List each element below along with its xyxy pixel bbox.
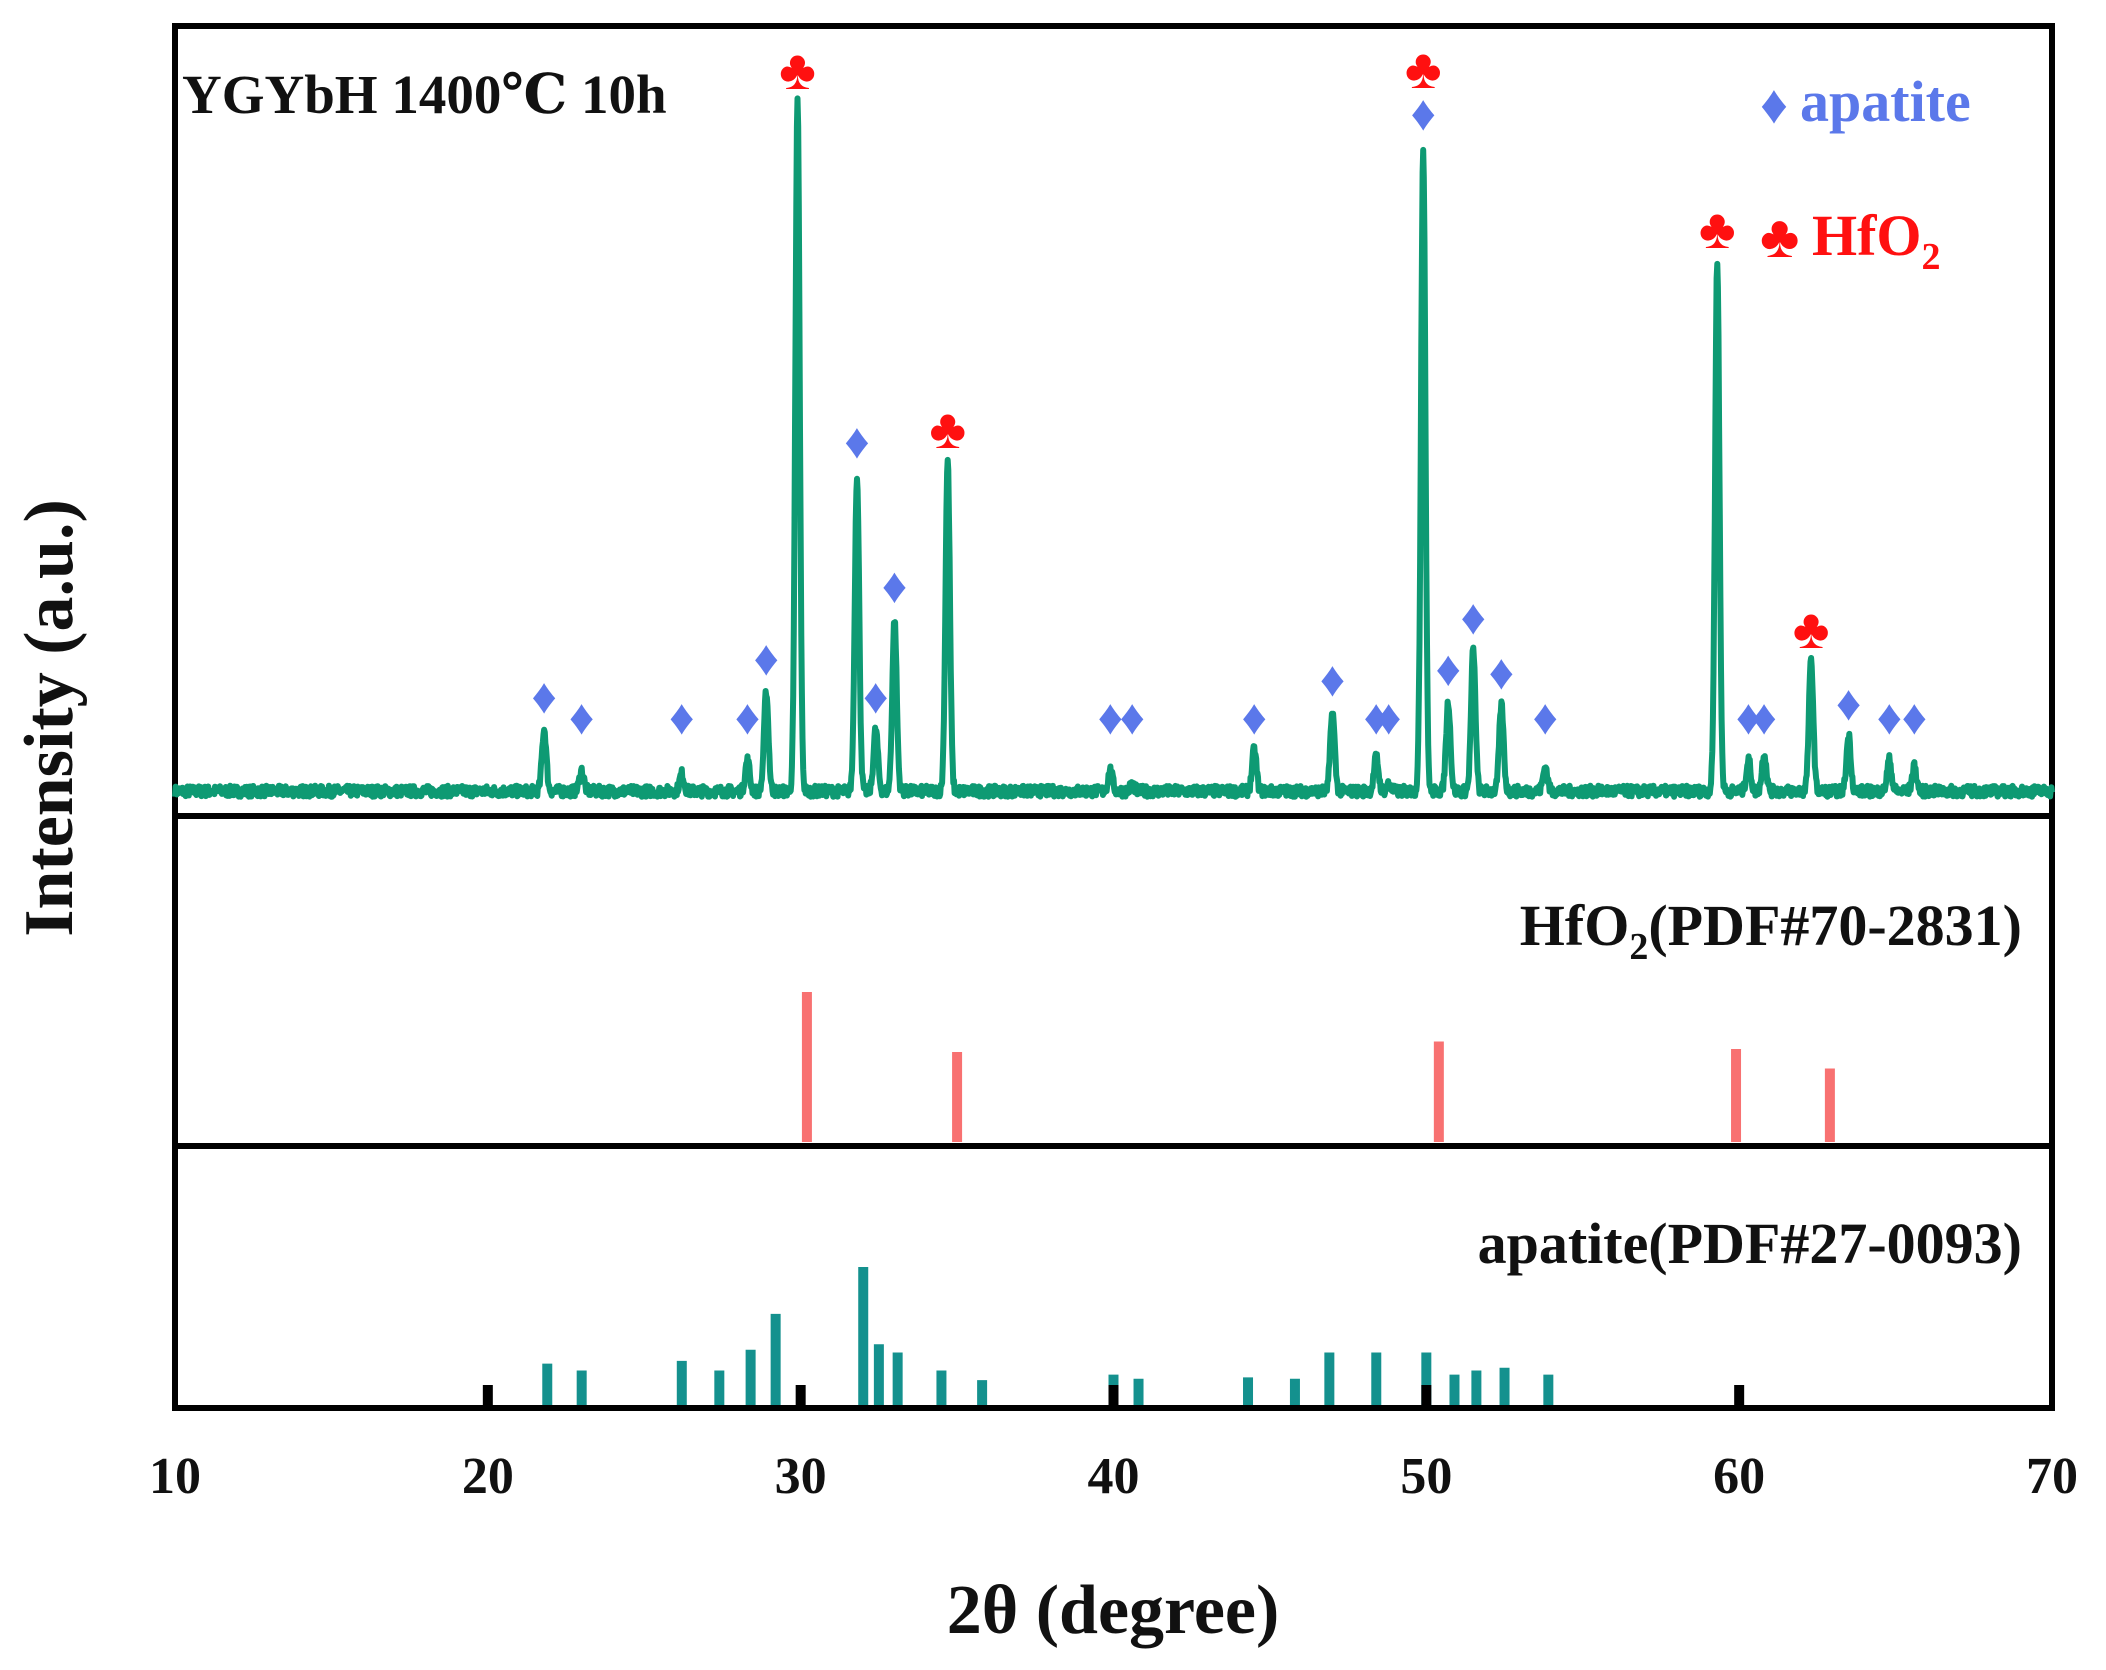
apatite-peak-marker: ♦	[1364, 689, 1390, 745]
x-tick-label: 30	[775, 1448, 827, 1505]
hfo2-ref-label: HfO2(PDF#70-2831)	[1520, 893, 2022, 968]
apatite-reference-lines	[542, 1267, 1554, 1405]
apatite-peak-marker: ♦	[1120, 689, 1146, 745]
apatite-ref-panel-frame	[172, 1143, 2055, 1411]
apatite-peak-marker: ♦	[1877, 689, 1903, 745]
legend-apatite-label: apatite	[1800, 69, 1971, 134]
apatite-peak-marker: ♦	[1836, 675, 1862, 731]
apatite-peak-marker: ♦	[1410, 85, 1436, 141]
x-tick-label: 70	[2026, 1448, 2078, 1505]
apatite-peak-marker: ♦	[863, 668, 889, 724]
apatite-peak-marker: ♦	[1098, 689, 1124, 745]
x-tick-label: 60	[1713, 1448, 1765, 1505]
hfo2-ref-label-main: HfO	[1520, 893, 1630, 958]
apatite-peak-marker: ♦	[1902, 689, 1928, 745]
apatite-peak-marker: ♦	[1461, 589, 1487, 645]
legend-hfo2-symbol: ♣	[1760, 204, 1799, 270]
x-axis-ticks: 10 20 30 40 50 60 70	[149, 1385, 2078, 1505]
x-tick-label: 20	[462, 1448, 514, 1505]
hfo2-peak-marker: ♣	[1793, 599, 1830, 661]
hfo2-ref-panel-frame	[172, 813, 2055, 1149]
apatite-peak-marker: ♦	[735, 689, 761, 745]
legend-apatite-symbol: ♦	[1760, 74, 1788, 135]
legend-hfo2-label: HfO2	[1812, 203, 1941, 278]
x-tick-label: 10	[149, 1448, 201, 1505]
peak-markers: ♦ ♦ ♦ ♦♦♣♦♦♦♣♦♦ ♦♦♦♦♦♣♦♦♦♦♣♦♦♣♦ ♦ ♦	[531, 39, 1927, 745]
sample-title: YGYbH 1400℃ 10h	[182, 64, 667, 125]
hfo2-peak-marker: ♣	[779, 40, 816, 102]
legend-hfo2-subscript: 2	[1922, 236, 1941, 278]
apatite-peak-marker: ♦	[1242, 689, 1268, 745]
apatite-peak-marker: ♦	[844, 413, 870, 469]
legend: ♦ apatite ♣ HfO2	[1760, 69, 1971, 278]
apatite-peak-marker: ♦	[753, 630, 779, 686]
hfo2-reference-lines	[801, 992, 1835, 1142]
apatite-peak-marker: ♦	[1532, 689, 1558, 745]
hfo2-peak-marker: ♣	[929, 399, 966, 461]
x-axis-label: 2θ (degree)	[947, 1572, 1280, 1649]
apatite-peak-marker: ♦	[1376, 689, 1402, 745]
legend-hfo2-main: HfO	[1812, 203, 1922, 268]
hfo2-ref-label-rest: (PDF#70-2831)	[1648, 893, 2022, 958]
hfo2-peak-marker: ♣	[1699, 199, 1736, 261]
x-tick-label: 50	[1400, 1448, 1452, 1505]
apatite-peak-marker: ♦	[531, 668, 557, 724]
apatite-peak-marker: ♦	[569, 689, 595, 745]
apatite-ref-label: apatite(PDF#27-0093)	[1478, 1211, 2022, 1276]
hfo2-ref-label-sub: 2	[1629, 926, 1648, 968]
hfo2-peak-marker: ♣	[1405, 39, 1442, 101]
apatite-peak-marker: ♦	[882, 558, 908, 614]
apatite-peak-marker: ♦	[1435, 641, 1461, 697]
apatite-peak-marker: ♦	[1489, 644, 1515, 700]
apatite-peak-marker: ♦	[1736, 689, 1762, 745]
y-axis-label: Intensity (a.u.)	[11, 499, 88, 937]
apatite-peak-marker: ♦	[1751, 689, 1777, 745]
apatite-peak-marker: ♦	[1320, 651, 1346, 707]
xrd-pattern-line	[172, 95, 2055, 800]
x-tick-label: 40	[1088, 1448, 1140, 1505]
apatite-peak-marker: ♦	[669, 689, 695, 745]
